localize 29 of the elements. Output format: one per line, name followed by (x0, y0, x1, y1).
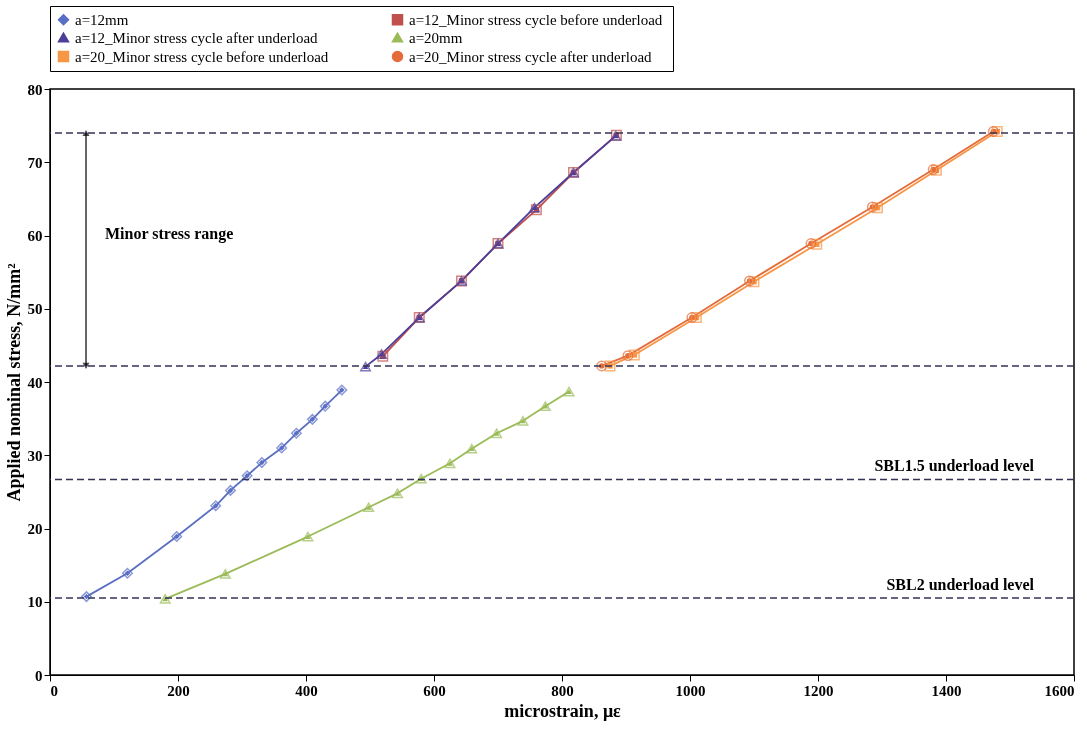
x-tick-label: 1400 (931, 682, 962, 699)
y-tick-label: 10 (27, 594, 43, 611)
legend-label: a=12_Minor stress cycle before underload (409, 11, 663, 28)
legend-label: a=20mm (409, 29, 463, 46)
y-tick-label: 70 (27, 154, 43, 171)
x-tick-label: 1600 (1044, 682, 1075, 699)
y-tick-label: 50 (27, 301, 43, 318)
x-tick-label: 200 (167, 682, 190, 699)
x-tick-label: 1200 (803, 682, 834, 699)
x-tick-label: 400 (295, 682, 318, 699)
ref-line-label: SBL1.5 underload level (874, 457, 1035, 475)
legend-label: a=20_Minor stress cycle after underload (409, 48, 653, 65)
y-tick-label: 60 (27, 228, 43, 244)
y-tick-label: 0 (35, 667, 43, 684)
x-tick-label: 800 (551, 682, 574, 699)
y-tick-label: 20 (27, 521, 43, 537)
x-tick-label: 0 (50, 682, 58, 699)
y-tick-label: 30 (27, 447, 43, 464)
x-tick-label: 1000 (675, 682, 706, 699)
y-axis-title: Applied nominal stress, N/mm² (3, 263, 24, 502)
y-tick-label: 40 (27, 374, 43, 391)
y-tick-label: 80 (27, 81, 43, 98)
x-axis-title: microstrain, με (504, 700, 622, 721)
x-tick-label: 600 (423, 682, 446, 699)
annotation: Minor stress range (105, 225, 234, 243)
legend-label: a=20_Minor stress cycle before underload (75, 48, 329, 65)
ref-line-label: SBL2 underload level (886, 576, 1035, 594)
legend-label: a=12mm (75, 11, 129, 28)
legend-label: a=12_Minor stress cycle after underload (75, 29, 319, 46)
